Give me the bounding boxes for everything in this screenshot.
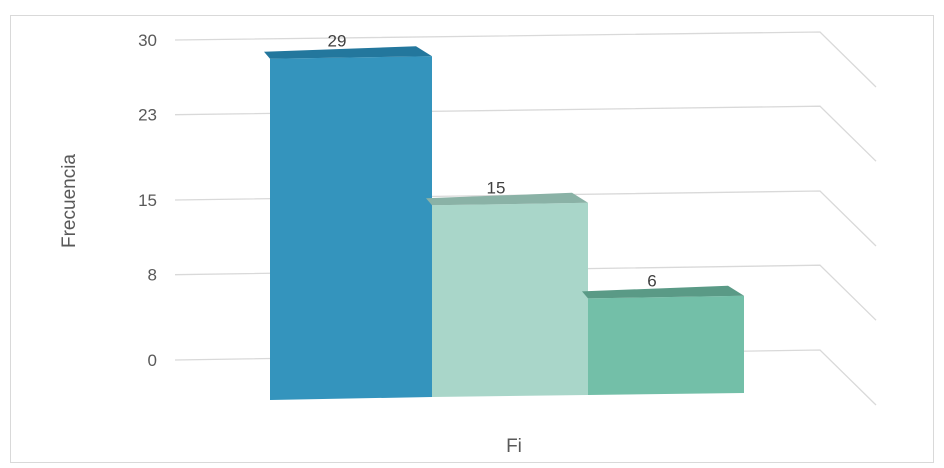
bar	[588, 295, 744, 395]
y-axis-title: Frecuencia	[59, 154, 80, 248]
y-tick-label: 0	[148, 351, 157, 370]
bar	[432, 202, 588, 397]
y-tick-label: 23	[138, 106, 157, 125]
y-tick-label: 8	[148, 266, 157, 285]
data-label: 29	[328, 32, 347, 51]
y-tick-label: 30	[138, 31, 157, 50]
bar	[270, 56, 432, 401]
y-axis-ticks: 0 8 15 23 30	[138, 31, 157, 370]
y-tick-label: 15	[138, 191, 157, 210]
bars	[264, 46, 744, 401]
bar-top-face	[264, 46, 432, 59]
x-axis-title: Fi	[506, 436, 522, 457]
gridline	[174, 31, 877, 88]
bar-top-face	[426, 192, 588, 206]
data-label: 15	[487, 178, 506, 197]
bar-top-face	[582, 285, 744, 299]
data-label: 6	[647, 271, 656, 290]
data-labels: 29 15 6	[328, 32, 657, 291]
